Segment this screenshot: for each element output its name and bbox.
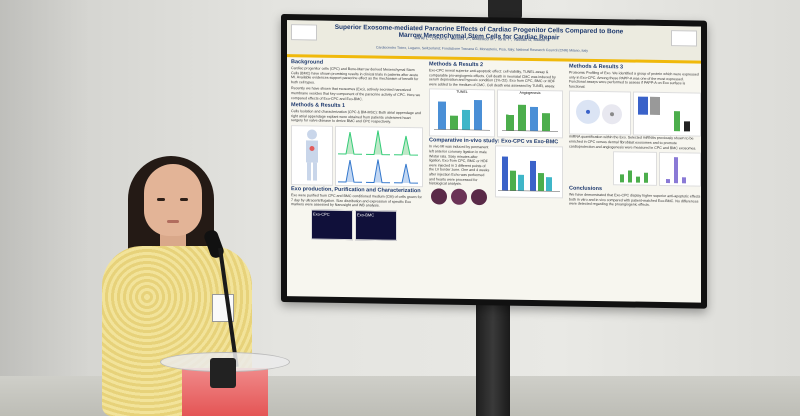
in-vivo-bar-chart — [495, 145, 563, 199]
background-text-2: Recently we have shown that exosomes (Ex… — [291, 86, 421, 101]
mirna-text: miRNA quantification within the Exo. Sel… — [569, 134, 697, 151]
mirna-bar-chart — [613, 151, 657, 187]
body-diagram-figure — [291, 125, 333, 186]
poster-column-middle: Methods & Results 2 Exo-CPC reveal super… — [429, 60, 563, 296]
poster-body: Background Cardiac progenitor cells (CPC… — [291, 58, 701, 298]
poster-header: Superior Exosome-mediated Paracrine Effe… — [287, 20, 701, 64]
proteomics-chart — [633, 91, 701, 137]
proteomics-figures — [569, 90, 701, 137]
exo-bmc-label: Exo-BMC — [357, 211, 375, 218]
exo-images: Exo-CPC Exo-BMC — [291, 209, 423, 241]
lectern-mic-base — [210, 358, 236, 388]
heart-section-image — [451, 188, 467, 205]
in-vitro-charts: TUNEL Angiogenesis — [429, 88, 563, 139]
exo-cpc-label: Exo-CPC — [313, 211, 330, 217]
tunel-bar-chart: TUNEL — [429, 88, 495, 138]
exo-bmc-image: Exo-BMC — [355, 209, 397, 241]
in-vivo-text: In vivo MI was induced by permanent left… — [429, 144, 490, 186]
methods-results-1-text: Cells Isolation and characterization (CP… — [291, 109, 421, 125]
heart-section-image — [471, 188, 487, 205]
monitor-stand-post — [476, 300, 510, 416]
poster-column-right: Methods & Results 3 Proteomic Profiling … — [569, 63, 701, 299]
network-graph-figure — [569, 90, 631, 136]
flow-cytometry-figure — [335, 125, 423, 188]
monitor-mount — [488, 0, 522, 20]
heart-section-image — [431, 188, 447, 205]
poster-affiliation: Cardiocentro Ticino, Lugano, Switzerland… — [376, 45, 588, 53]
heart-sections — [429, 188, 563, 212]
monitor-screen: Superior Exosome-mediated Paracrine Effe… — [287, 20, 701, 303]
monitor: Superior Exosome-mediated Paracrine Effe… — [281, 14, 707, 309]
institution-logo-right — [671, 30, 697, 47]
institution-logo-left — [291, 24, 317, 41]
exo-cpc-image: Exo-CPC — [311, 209, 353, 240]
methods-results-3-text: Proteomic Profiling of Exo. We identifie… — [569, 70, 699, 89]
mirna-charts — [569, 151, 701, 187]
face — [144, 164, 202, 236]
eye — [157, 198, 165, 201]
eye — [180, 198, 188, 201]
angiogenesis-bar-chart: Angiogenesis — [497, 89, 563, 139]
mouth — [167, 220, 179, 223]
poster-column-left: Background Cardiac progenitor cells (CPC… — [291, 58, 423, 294]
methods-results-2-text: Exo-CPC reveal superior anti-apoptotic e… — [429, 68, 556, 89]
mirna-bar-chart-2 — [659, 152, 701, 187]
characterization-figures — [291, 125, 423, 188]
exo-production-text: Exo were purified from CPC and BMC condi… — [291, 193, 422, 208]
background-text: Cardiac progenitor cells (CPC) and Bone-… — [291, 66, 419, 85]
wall — [0, 0, 90, 416]
conclusions-text: We have demonstrated that Exo-CPC displa… — [569, 192, 701, 208]
